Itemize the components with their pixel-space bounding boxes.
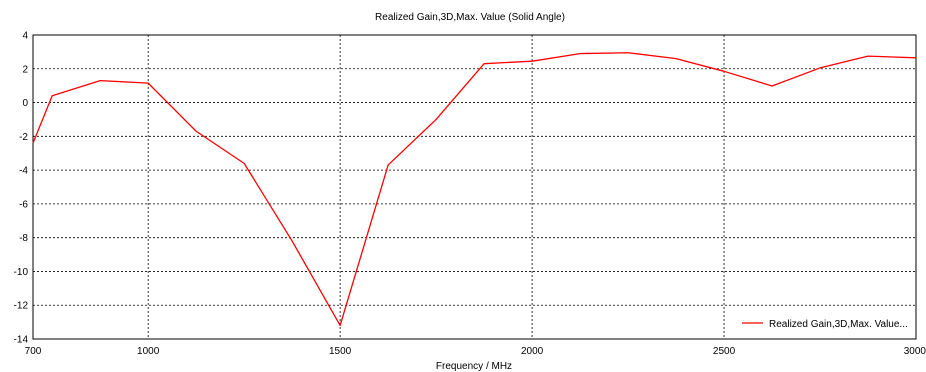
series-lines [33,53,916,326]
y-tick-label: -14 [14,335,29,346]
legend-label: Realized Gain,3D,Max. Value... [769,319,908,330]
x-axis-label: Frequency / MHz [436,361,512,372]
x-tick-label: 3000 [904,346,926,357]
y-tick-label: -6 [19,199,28,210]
y-tick-label: -2 [19,132,28,143]
x-axis-tick-labels: 700 1000 1500 2000 2500 3000 [25,346,926,357]
y-tick-label: -4 [19,166,28,177]
y-tick-label: 4 [22,31,28,42]
y-tick-label: 0 [22,98,28,109]
x-tick-label: 1000 [137,346,160,357]
x-tick-label: 2500 [713,346,736,357]
chart-title: Realized Gain,3D,Max. Value (Solid Angle… [375,12,565,23]
grid-lines [33,35,916,339]
series-line-0 [33,53,916,326]
x-tick-label: 2000 [521,346,544,357]
x-tick-label: 700 [25,346,42,357]
y-tick-label: -8 [19,233,28,244]
y-tick-label: 2 [22,64,28,75]
x-tick-label: 1500 [329,346,352,357]
y-axis-tick-labels: 4 2 0 -2 -4 -6 -8 -10 -12 -14 [14,31,29,346]
y-tick-label: -12 [14,301,29,312]
legend: Realized Gain,3D,Max. Value... [742,319,908,330]
y-tick-label: -10 [14,267,29,278]
plot-area-border [33,35,916,339]
